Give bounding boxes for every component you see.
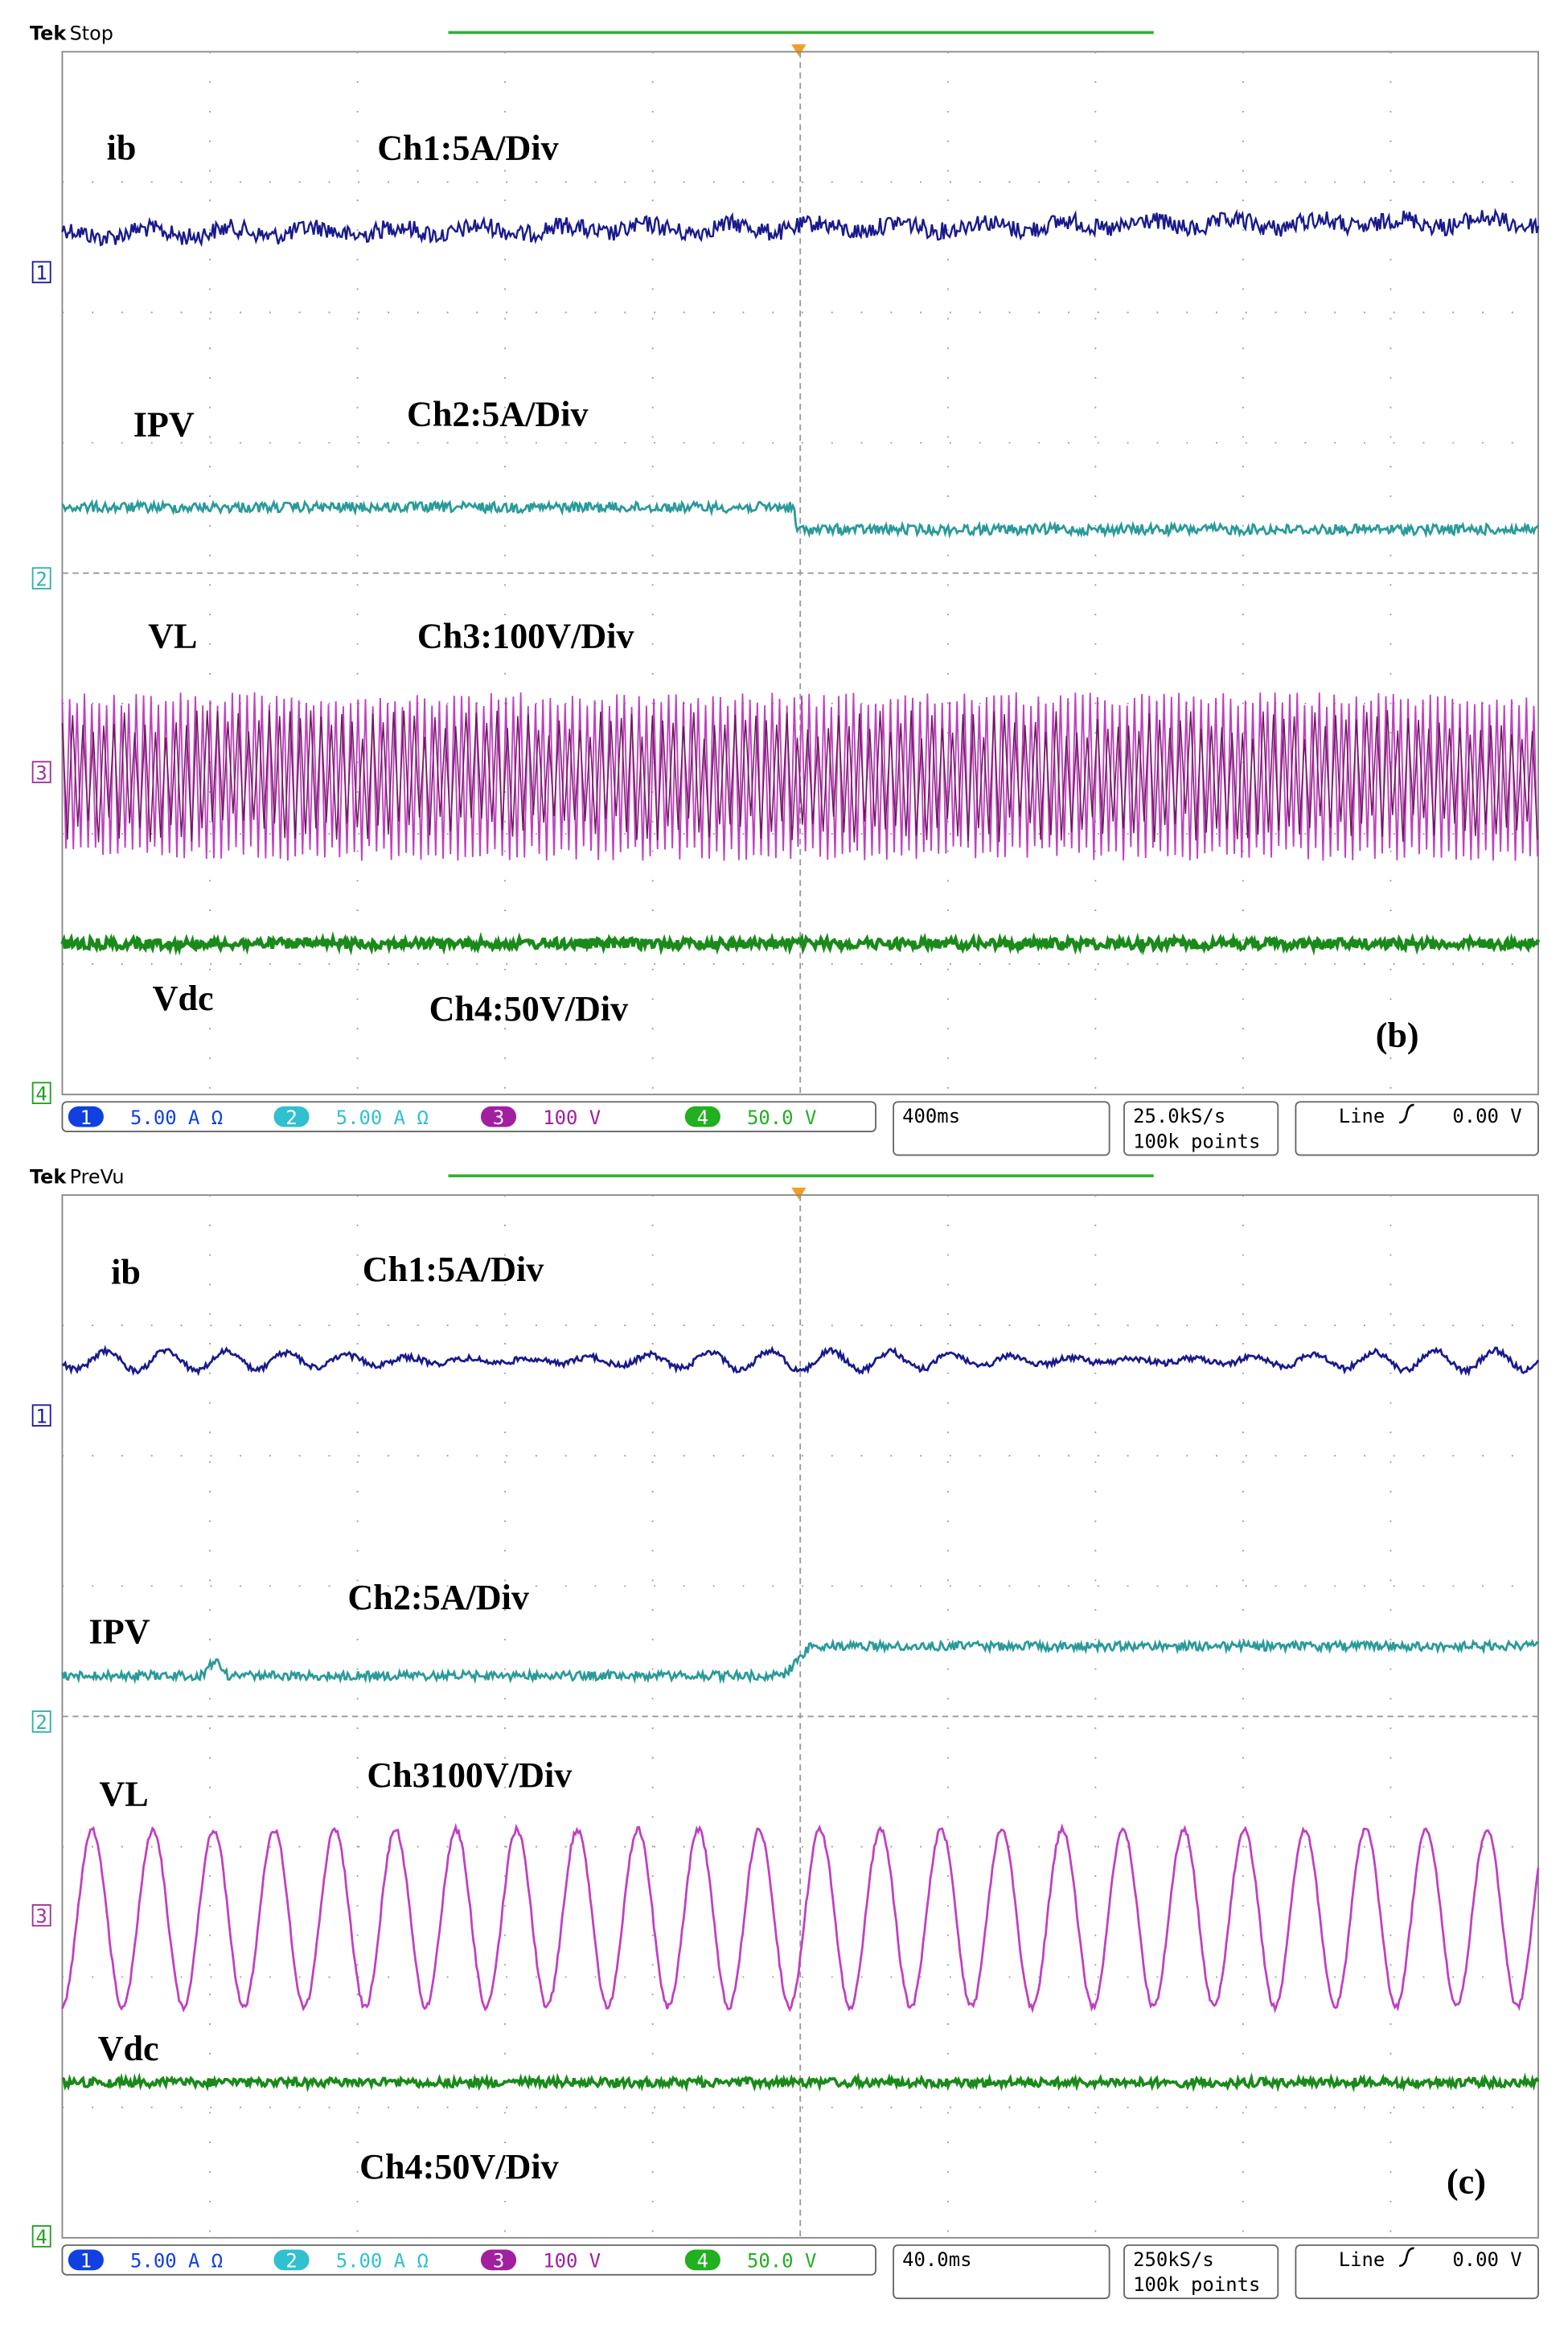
trigger-source: Line xyxy=(1339,1105,1385,1127)
timebase: 400ms xyxy=(902,1105,960,1127)
record-length: 100k points xyxy=(1133,1130,1260,1152)
channel-marker xyxy=(31,1404,51,1427)
rate-box xyxy=(1123,1101,1279,1156)
trigger-level: 0.00 V xyxy=(1452,2248,1521,2271)
trace-label: Vdc xyxy=(98,2029,159,2068)
channel-chip xyxy=(68,1106,104,1127)
channel-chip-label: 1 xyxy=(80,2250,92,2273)
status-box xyxy=(61,1101,876,1132)
channel-chip-label: 3 xyxy=(493,1107,504,1129)
channel-chip xyxy=(684,1106,720,1127)
trace-label: Vdc xyxy=(153,979,214,1018)
channel-chip xyxy=(480,2249,517,2271)
run-state: Stop xyxy=(70,23,113,45)
channel-marker-label: 2 xyxy=(35,568,47,590)
timebase-box xyxy=(893,1101,1110,1156)
channel-chip xyxy=(273,1106,310,1127)
rate-box xyxy=(1123,2244,1279,2300)
trace-vdc xyxy=(60,930,1541,956)
channel-marker-label: 3 xyxy=(35,762,47,784)
trace-label: Ch4:50V/Div xyxy=(429,989,630,1029)
channel-marker-label: 1 xyxy=(35,1405,47,1427)
trace-ib xyxy=(61,207,1540,248)
channel-scale: 5.00 A Ω xyxy=(336,2250,429,2273)
channel-chip-label: 3 xyxy=(493,2250,504,2273)
sample-rate: 250kS/s xyxy=(1133,2248,1214,2271)
channel-marker-label: 1 xyxy=(35,262,47,285)
trigger-marker xyxy=(791,44,807,56)
trace-label: ib xyxy=(111,1252,141,1291)
channel-marker-label: 4 xyxy=(35,2226,47,2248)
trace-label: Ch1:5A/Div xyxy=(363,1250,544,1289)
trace-label: VL xyxy=(148,617,197,656)
trace-label: Ch4:50V/Div xyxy=(359,2147,560,2186)
panel-tag: (b) xyxy=(1376,1016,1419,1055)
channel-marker-label: 3 xyxy=(35,1905,47,1928)
trace-ipv xyxy=(61,1637,1539,1685)
timebase-box xyxy=(893,2244,1110,2300)
channel-chip-label: 4 xyxy=(697,2250,708,2273)
trace-label: Ch2:5A/Div xyxy=(347,1578,529,1617)
trigger-slope xyxy=(1399,2247,1414,2268)
channel-chip-label: 2 xyxy=(285,1107,297,1129)
trace-label: IPV xyxy=(133,405,195,445)
channel-chip xyxy=(480,1106,517,1127)
channel-marker xyxy=(31,1710,51,1733)
trace-vdc xyxy=(61,2071,1540,2093)
trigger-marker xyxy=(791,1187,807,1200)
channel-chip-label: 4 xyxy=(697,1107,708,1129)
trace-vl xyxy=(61,1822,1540,2014)
channel-chip xyxy=(273,2249,310,2271)
channel-chip xyxy=(68,2249,104,2271)
timebase: 40.0ms xyxy=(902,2248,971,2271)
trace-label: Ch3100V/Div xyxy=(367,1755,573,1795)
panel-tag: (c) xyxy=(1447,2162,1486,2202)
trace-ipv xyxy=(61,498,1540,540)
channel-scale: 100 V xyxy=(543,2250,601,2273)
record-length: 100k points xyxy=(1133,2273,1260,2296)
channel-scale: 5.00 A Ω xyxy=(336,1107,429,1129)
trace-label: IPV xyxy=(89,1612,150,1651)
channel-marker xyxy=(31,1904,51,1927)
trigger-box xyxy=(1295,2244,1539,2300)
channel-chip-label: 2 xyxy=(285,2250,297,2273)
channel-chip-label: 1 xyxy=(80,1107,92,1129)
channel-scale: 5.00 A Ω xyxy=(130,2250,223,2273)
trigger-source: Line xyxy=(1339,2248,1385,2271)
channel-marker-label: 2 xyxy=(35,1711,47,1734)
status-box xyxy=(61,2244,876,2276)
trace-label: Ch2:5A/Div xyxy=(407,395,589,434)
channel-marker xyxy=(31,761,51,783)
trace-vl-dark xyxy=(61,709,1538,843)
trigger-box xyxy=(1295,1101,1539,1156)
channel-scale: 100 V xyxy=(543,1107,601,1129)
scope-panel: Tek PreVu ib Ch1:5A/Div IPV Ch2:5A/Div VL Ch310… xyxy=(30,1165,1540,2300)
channel-chip xyxy=(684,2249,720,2271)
channel-marker xyxy=(31,261,51,284)
channel-scale: 5.00 A Ω xyxy=(130,1107,223,1129)
trace-label: Ch3:100V/Div xyxy=(417,617,635,656)
channel-scale: 50.0 V xyxy=(747,2250,816,2273)
channel-marker xyxy=(31,2225,51,2248)
trigger-slope xyxy=(1399,1103,1414,1124)
channel-marker-label: 4 xyxy=(35,1082,47,1105)
sample-rate: 25.0kS/s xyxy=(1133,1105,1225,1127)
scope-panel: Tek Stop ib Ch1:5A/Div IPV Ch2:5A/Div VL Ch3:10… xyxy=(30,23,1541,1156)
brand: Tek xyxy=(30,1165,67,1188)
trigger-level: 0.00 V xyxy=(1452,1105,1521,1127)
trace-label: ib xyxy=(107,129,137,168)
channel-marker xyxy=(31,567,51,589)
trace-ib xyxy=(61,1345,1540,1377)
trace-label: Ch1:5A/Div xyxy=(377,129,559,168)
channel-scale: 50.0 V xyxy=(747,1107,816,1129)
brand: Tek xyxy=(30,23,67,45)
channel-marker xyxy=(31,1082,51,1105)
run-state: PreVu xyxy=(70,1165,125,1188)
trace-label: VL xyxy=(99,1775,148,1814)
